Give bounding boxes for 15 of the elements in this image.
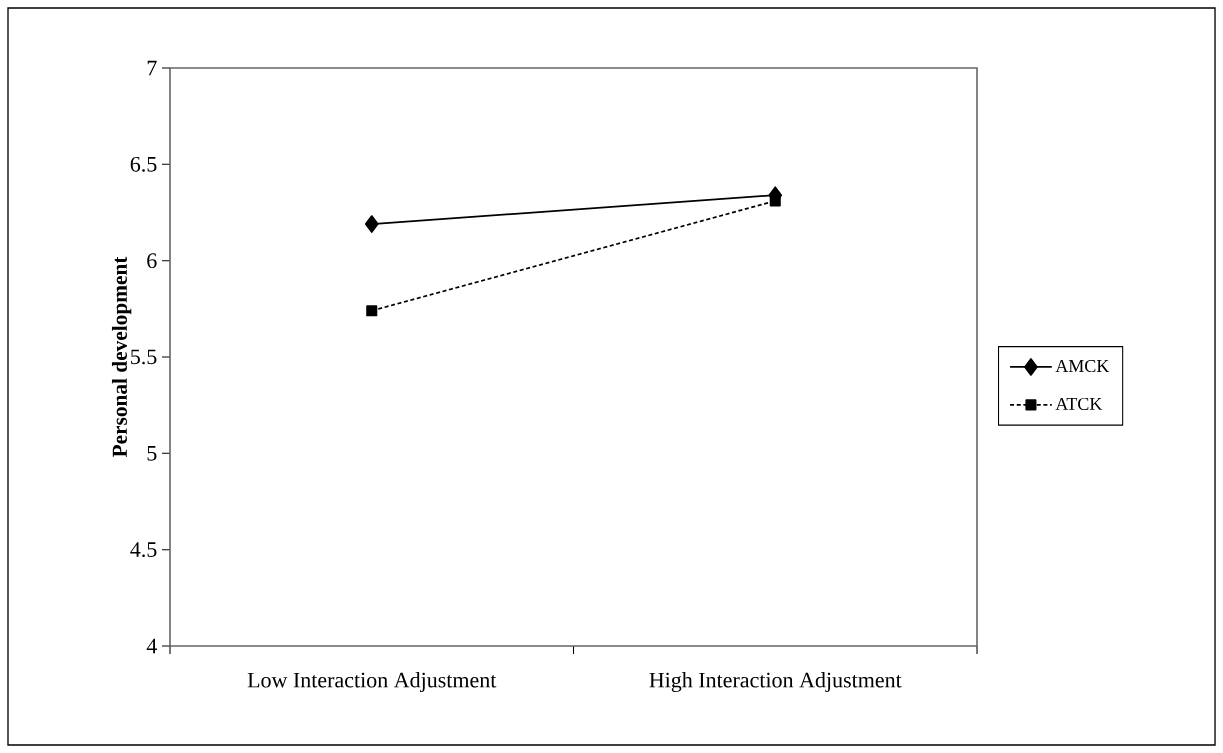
point — [366, 305, 378, 317]
legend-label: AMCK — [1055, 359, 1110, 373]
y-tick-label: 5.5 — [131, 349, 157, 365]
y-tick-label: 6 — [147, 253, 157, 269]
point — [769, 195, 781, 207]
y-tick-label: 5 — [147, 446, 157, 461]
x-tick-label: High Interaction Adjustment — [649, 672, 902, 693]
y-tick-label: 4.5 — [130, 542, 157, 558]
legend-label: ATCK — [1055, 397, 1103, 410]
point — [364, 215, 379, 233]
y-tick-label: 7 — [147, 60, 157, 76]
y-tick-label: 6.5 — [130, 156, 157, 172]
y-axis-title: Personal development — [111, 256, 132, 458]
x-tick-label: Low Interaction Adjustment — [247, 672, 497, 692]
y-tick-label: 4 — [146, 638, 157, 654]
